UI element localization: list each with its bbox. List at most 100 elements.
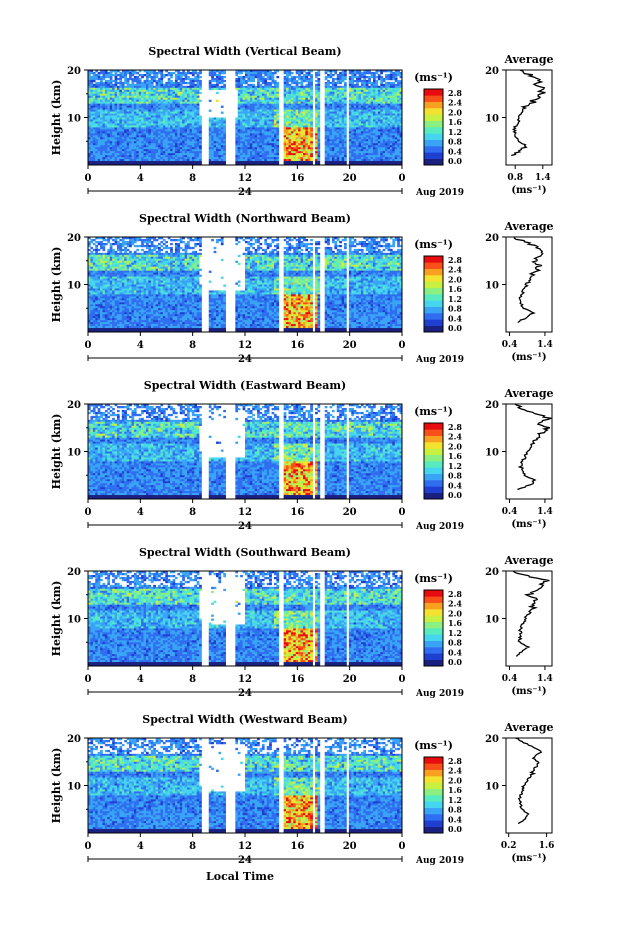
heatmap-cell <box>310 104 313 106</box>
heatmap-cell <box>163 135 166 137</box>
heatmap-cell <box>325 76 328 78</box>
heatmap-cell <box>122 155 125 157</box>
heatmap-cell <box>276 127 279 129</box>
heatmap-cell <box>187 116 190 118</box>
heatmap-cell <box>119 155 122 157</box>
heatmap-cell <box>330 139 333 141</box>
heatmap-cell <box>373 135 376 137</box>
heatmap-cell <box>310 76 313 78</box>
heatmap-cell <box>209 143 212 145</box>
heatmap-cell <box>371 139 374 141</box>
heatmap-cell <box>293 141 296 143</box>
heatmap-cell <box>349 112 352 114</box>
heatmap-cell <box>296 116 299 118</box>
heatmap-cell <box>119 98 122 100</box>
heatmap-cell <box>339 161 342 163</box>
heatmap-cell <box>368 80 371 82</box>
heatmap-cell <box>257 88 260 90</box>
heatmap-cell <box>134 137 137 139</box>
heatmap-cell <box>153 76 156 78</box>
heatmap-cell <box>252 118 255 120</box>
heatmap-cell <box>378 112 381 114</box>
heatmap-cell <box>293 161 296 163</box>
heatmap-cell <box>288 137 291 139</box>
heatmap-cell <box>351 125 354 127</box>
heatmap-cell <box>257 100 260 102</box>
heatmap-cell <box>245 102 248 104</box>
heatmap-cell <box>298 82 301 84</box>
heatmap-cell <box>293 151 296 153</box>
heatmap-cell <box>175 94 178 96</box>
heatmap-cell <box>332 155 335 157</box>
heatmap-cell <box>361 121 364 123</box>
heatmap-cell <box>286 116 289 118</box>
heatmap-cell <box>177 90 180 92</box>
heatmap-cell <box>259 92 262 94</box>
heatmap-cell <box>368 118 371 120</box>
heatmap-cell <box>293 90 296 92</box>
heatmap-cell <box>173 92 176 94</box>
heatmap-cell <box>259 131 262 133</box>
heatmap-cell <box>380 90 383 92</box>
heatmap-cell <box>361 82 364 84</box>
heatmap-cell <box>349 92 352 94</box>
heatmap-cell <box>351 98 354 100</box>
heatmap-cell <box>141 119 144 121</box>
heatmap-cell <box>180 151 183 153</box>
heatmap-cell <box>315 147 318 149</box>
heatmap-cell <box>173 133 176 135</box>
heatmap-cell <box>359 96 362 98</box>
heatmap-cell <box>259 100 262 102</box>
heatmap-cell <box>301 157 304 159</box>
heatmap-cell <box>243 76 246 78</box>
heatmap-cell <box>378 90 381 92</box>
heatmap-cell <box>98 94 101 96</box>
heatmap-cell <box>131 147 134 149</box>
heatmap-cell <box>110 143 113 145</box>
heatmap-cell <box>119 147 122 149</box>
heatmap-cell <box>337 153 340 155</box>
heatmap-cell <box>366 147 369 149</box>
heatmap-cell <box>267 131 270 133</box>
heatmap-cell <box>264 139 267 141</box>
heatmap-cell <box>238 110 241 112</box>
heatmap-cell <box>310 145 313 147</box>
heatmap-cell <box>380 98 383 100</box>
heatmap-cell <box>259 141 262 143</box>
heatmap-cell <box>354 76 357 78</box>
heatmap-cell <box>305 133 308 135</box>
heatmap-cell <box>368 110 371 112</box>
heatmap-cell <box>100 123 103 125</box>
heatmap-cell <box>131 116 134 118</box>
heatmap-cell <box>189 125 192 127</box>
heatmap-cell <box>310 102 313 104</box>
heatmap-cell <box>173 123 176 125</box>
heatmap-cell <box>344 94 347 96</box>
heatmap-cell <box>267 123 270 125</box>
heatmap-cell <box>366 118 369 120</box>
heatmap-cell <box>245 76 248 78</box>
heatmap-cell <box>173 119 176 121</box>
heatmap-cell <box>303 114 306 116</box>
heatmap-cell <box>255 137 258 139</box>
heatmap-cell <box>255 106 258 108</box>
heatmap-cell <box>288 98 291 100</box>
heatmap-cell <box>267 104 270 106</box>
heatmap-cell <box>383 78 386 80</box>
heatmap-cell <box>131 104 134 106</box>
heatmap-cell <box>337 147 340 149</box>
heatmap-cell <box>112 88 115 90</box>
heatmap-cell <box>153 137 156 139</box>
heatmap-cell <box>100 141 103 143</box>
heatmap-cell <box>366 82 369 84</box>
heatmap-cell <box>102 88 105 90</box>
heatmap-cell <box>334 129 337 131</box>
heatmap-cell <box>199 123 202 125</box>
heatmap-cell <box>160 100 163 102</box>
heatmap-cell <box>107 161 110 163</box>
heatmap-cell <box>235 147 238 149</box>
heatmap-cell <box>240 161 243 163</box>
heatmap-cell <box>141 131 144 133</box>
heatmap-cell <box>380 116 383 118</box>
heatmap-cell <box>383 80 386 82</box>
